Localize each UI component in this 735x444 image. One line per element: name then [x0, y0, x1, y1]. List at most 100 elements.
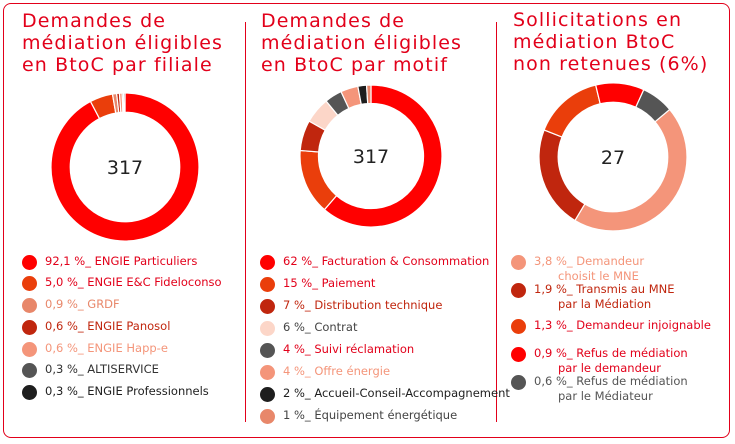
legend-text: 0,3 %_ ALTISERVICE — [45, 362, 159, 377]
legend-label: ALTISERVICE — [87, 362, 159, 376]
panel-filiale: Demandes de médiation éligibles en BtoC … — [0, 0, 245, 444]
legend-label: GRDF — [87, 297, 120, 311]
legend-value: 62 %_ — [283, 254, 322, 268]
legend-item: 0,6 %_ ENGIE Panosol — [22, 319, 170, 335]
legend-text: 15 %_ Paiement — [283, 276, 375, 291]
legend-value: 3,8 %_ — [534, 254, 577, 268]
legend-label: Distribution technique — [314, 298, 443, 312]
legend-value: 2 %_ — [283, 386, 315, 400]
panel-non-retenues: Sollicitations en médiation BtoC non ret… — [496, 0, 734, 444]
legend-text: 62 %_ Facturation & Consommation — [283, 254, 489, 269]
legend-item: 7 %_ Distribution technique — [260, 298, 442, 314]
legend-swatch — [260, 409, 275, 424]
legend-swatch — [260, 321, 275, 336]
panel-divider — [496, 22, 497, 422]
legend-swatch — [22, 342, 37, 357]
legend-swatch — [511, 283, 526, 298]
donut-chart: 317 — [299, 84, 443, 228]
legend-swatch — [22, 255, 37, 270]
legend-label: Facturation & Consommation — [321, 254, 490, 268]
donut-slice — [299, 149, 338, 211]
legend-text: 0,9 %_ Refus de médiation par le demandeu… — [534, 346, 688, 376]
legend-item: 92,1 %_ ENGIE Particuliers — [22, 254, 197, 270]
donut-center-label: 27 — [601, 147, 625, 169]
legend-text: 0,6 %_ Refus de médiation par le Médiateu… — [534, 374, 688, 404]
panel-motif: Demandes de médiation éligibles en BtoC … — [245, 0, 510, 444]
legend-item: 4 %_ Suivi réclamation — [260, 342, 414, 358]
legend-text: 6 %_ Contrat — [283, 320, 357, 335]
donut-slice — [574, 108, 688, 232]
legend-text: 0,6 %_ ENGIE Happ-e — [45, 341, 168, 356]
legend-item: 4 %_ Offre énergie — [260, 364, 390, 380]
legend-value: 0,9 %_ — [45, 297, 88, 311]
donut-chart: 27 — [538, 82, 688, 232]
legend-item: 0,9 %_ GRDF — [22, 297, 120, 313]
legend-label: ENGIE Professionnels — [87, 384, 209, 398]
legend-value: 0,3 %_ — [45, 384, 88, 398]
legend-swatch — [22, 320, 37, 335]
legend-label: Équipement énergétique — [314, 408, 458, 422]
legend-label: ENGIE E&C Fideloconso — [87, 275, 222, 289]
legend-item: 15 %_ Paiement — [260, 276, 375, 292]
legend-text: 4 %_ Suivi réclamation — [283, 342, 414, 357]
legend-item: 62 %_ Facturation & Consommation — [260, 254, 489, 270]
legend-text: 2 %_ Accueil-Conseil-Accompagnement — [283, 386, 510, 401]
legend-text: 4 %_ Offre énergie — [283, 364, 390, 379]
legend-item: 1,9 %_ Transmis au MNE par la Médiation — [511, 282, 675, 312]
legend-swatch — [22, 276, 37, 291]
legend-value: 0,6 %_ — [45, 319, 88, 333]
donut-slice — [543, 84, 601, 138]
legend-swatch — [260, 255, 275, 270]
legend-text: 1,9 %_ Transmis au MNE par la Médiation — [534, 282, 675, 312]
legend-swatch — [511, 319, 526, 334]
legend-swatch — [511, 375, 526, 390]
legend-value: 7 %_ — [283, 298, 315, 312]
panel-divider — [245, 22, 246, 422]
legend-label: Demandeur injoignable — [576, 318, 711, 332]
donut-slice — [323, 84, 443, 228]
legend-swatch — [260, 387, 275, 402]
legend-value: 92,1 %_ — [45, 254, 95, 268]
legend-item: 3,8 %_ Demandeur choisit le MNE — [511, 254, 644, 284]
legend-item: 5,0 %_ ENGIE E&C Fideloconso — [22, 275, 222, 291]
legend-text: 0,9 %_ GRDF — [45, 297, 120, 312]
legend-swatch — [22, 385, 37, 400]
legend-swatch — [511, 347, 526, 362]
legend-value: 1,9 %_ — [534, 282, 577, 296]
donut-slice — [594, 82, 645, 109]
legend-value: 6 %_ — [283, 320, 315, 334]
legend-item: 0,3 %_ ENGIE Professionnels — [22, 384, 209, 400]
donut-slice — [634, 88, 671, 123]
donut-slice — [122, 92, 126, 113]
donut-slice — [538, 129, 586, 222]
legend-item: 1 %_ Équipement énergétique — [260, 408, 457, 424]
legend-value: 0,6 %_ — [45, 341, 88, 355]
legend-label: ENGIE Particuliers — [94, 254, 198, 268]
legend-item: 0,3 %_ ALTISERVICE — [22, 362, 159, 378]
legend-swatch — [260, 277, 275, 292]
legend-text: 7 %_ Distribution technique — [283, 298, 442, 313]
chart-frame — [3, 3, 730, 438]
donut-center-label: 317 — [107, 157, 143, 179]
legend-item: 0,6 %_ ENGIE Happ-e — [22, 341, 168, 357]
legend-item: 0,6 %_ Refus de médiation par le Médiateu… — [511, 374, 688, 404]
legend-value: 4 %_ — [283, 364, 315, 378]
donut-slice — [50, 92, 200, 242]
legend-text: 0,3 %_ ENGIE Professionnels — [45, 384, 209, 399]
legend-label: ENGIE Panosol — [87, 319, 171, 333]
legend-label: Refus de médiation par le demandeur — [558, 346, 688, 375]
legend-label: Accueil-Conseil-Accompagnement — [314, 386, 510, 400]
legend-value: 1 %_ — [283, 408, 315, 422]
legend-value: 0,3 %_ — [45, 362, 88, 376]
legend-label: ENGIE Happ-e — [87, 341, 168, 355]
legend-value: 5,0 %_ — [45, 275, 88, 289]
donut-slice — [365, 84, 372, 105]
panel-title: Demandes de médiation éligibles en BtoC … — [22, 10, 224, 76]
legend-text: 1 %_ Équipement énergétique — [283, 408, 457, 423]
donut-chart: 317 — [50, 92, 200, 242]
legend-label: Transmis au MNE par la Médiation — [558, 282, 675, 311]
legend-item: 6 %_ Contrat — [260, 320, 357, 336]
legend-text: 1,3 %_ Demandeur injoignable — [534, 318, 711, 333]
legend-swatch — [260, 365, 275, 380]
legend-text: 92,1 %_ ENGIE Particuliers — [45, 254, 197, 269]
